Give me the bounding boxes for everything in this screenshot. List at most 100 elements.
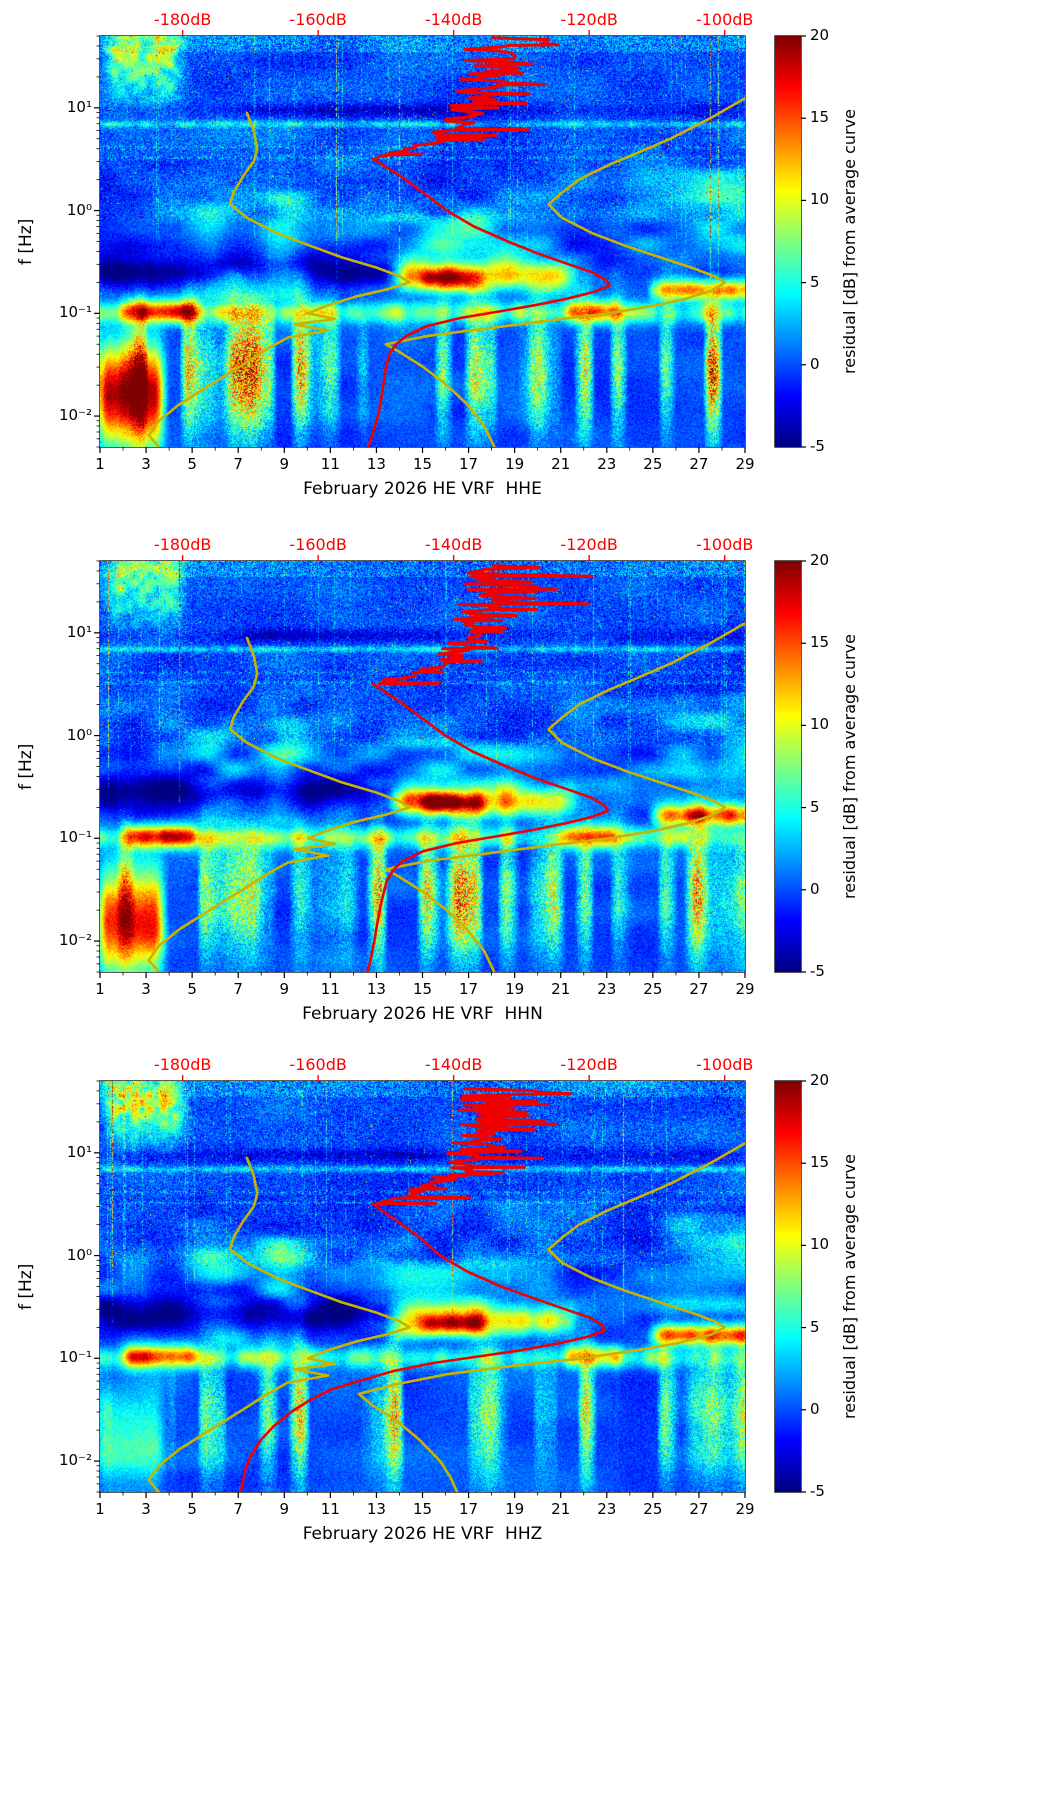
x-tick-label: 21: [551, 1500, 571, 1518]
y-axis-label: f [Hz]: [16, 1263, 36, 1310]
x-tick-label: 17: [459, 1500, 479, 1518]
y-tick-label: 10⁰: [66, 725, 92, 744]
colorbar-tick-label: 15: [810, 108, 830, 127]
colorbar: [775, 1081, 801, 1492]
colorbar-tick-label: 5: [810, 797, 820, 816]
x-tick-label: 9: [279, 1500, 290, 1518]
x-tick-label: 3: [141, 455, 151, 473]
y-tick-label: 10⁻¹: [58, 828, 92, 847]
average-psd-curve-high-freq: [376, 36, 560, 161]
spectrogram-canvas-hhz: [100, 1081, 745, 1492]
x-tick-label: 25: [643, 980, 663, 998]
x-tick-label: 19: [505, 980, 525, 998]
x-tick-label: 15: [412, 980, 433, 998]
top-db-tick-label: -120dB: [560, 535, 618, 554]
average-psd-curve: [366, 157, 611, 447]
colorbar-tick-label: 10: [810, 715, 830, 734]
colorbar-tick-label: 20: [810, 26, 830, 44]
y-tick-label: 10⁰: [66, 200, 92, 219]
y-tick-label: 10¹: [66, 622, 92, 641]
colorbar: [775, 561, 801, 972]
x-tick-label: 13: [366, 1500, 386, 1518]
x-tick-label: 27: [689, 455, 709, 473]
average-psd-curve-high-freq: [374, 1087, 573, 1206]
top-db-tick-label: -100dB: [695, 10, 754, 29]
top-db-tick-label: -180dB: [153, 10, 212, 29]
y-tick-label: 10⁻²: [58, 931, 92, 950]
x-tick-label: 5: [187, 455, 197, 473]
colorbar-label: residual [dB] from average curve: [840, 1154, 859, 1419]
x-tick-label: 5: [187, 980, 197, 998]
colorbar-tick-label: 20: [810, 1071, 830, 1089]
x-tick-label: 13: [366, 455, 386, 473]
colorbar-tick-label: 5: [810, 272, 820, 291]
x-tick-label: 19: [505, 1500, 525, 1518]
curves-overlay: [147, 564, 745, 972]
x-tick-label: 23: [597, 1500, 617, 1518]
x-tick-label: 3: [141, 980, 151, 998]
x-axis-label: February 2026 HE VRF HHZ: [302, 1524, 543, 1544]
colorbar-tick-label: -5: [810, 1482, 825, 1500]
colorbar-tick-label: 10: [810, 1235, 830, 1254]
x-tick-label: 27: [689, 1500, 709, 1518]
x-tick-label: 5: [187, 1500, 197, 1518]
x-tick-label: 1: [95, 455, 105, 473]
colorbar-tick-label: 0: [810, 879, 820, 898]
curves-overlay: [147, 36, 745, 447]
x-tick-label: 29: [735, 455, 755, 473]
y-tick-label: 10¹: [66, 1142, 92, 1161]
colorbar-tick-label: -5: [810, 437, 825, 455]
top-db-tick-label: -180dB: [153, 535, 212, 554]
x-tick-label: 21: [551, 455, 571, 473]
top-db-tick-label: -120dB: [560, 10, 618, 29]
noise-model-high-curve: [384, 621, 745, 972]
x-tick-label: 15: [412, 455, 433, 473]
top-db-tick-label: -160dB: [289, 535, 347, 554]
spectrogram-canvas-hhn: [100, 561, 745, 972]
x-tick-label: 27: [689, 980, 709, 998]
x-tick-label: 23: [597, 455, 617, 473]
colorbar-tick-label: 0: [810, 1399, 820, 1418]
x-tick-label: 29: [735, 980, 755, 998]
top-db-tick-label: -140dB: [424, 10, 483, 29]
noise-model-low-curve: [147, 1156, 411, 1492]
noise-model-high-curve: [357, 1141, 745, 1492]
colorbar-tick-label: 0: [810, 354, 820, 373]
x-tick-label: 1: [95, 1500, 105, 1518]
top-db-tick-label: -100dB: [695, 1055, 754, 1074]
colorbar-tick-label: 15: [810, 633, 830, 652]
x-tick-label: 15: [412, 1500, 433, 1518]
x-tick-label: 25: [643, 455, 663, 473]
spectrogram-canvas-hhe: [100, 36, 745, 447]
y-tick-label: 10⁻²: [58, 1451, 92, 1470]
x-tick-label: 9: [279, 980, 290, 998]
y-tick-label: 10¹: [66, 97, 92, 116]
average-psd-curve-high-freq: [377, 564, 594, 686]
x-tick-label: 7: [233, 980, 243, 998]
noise-model-high-curve: [384, 96, 745, 447]
y-tick-label: 10⁻¹: [58, 303, 92, 322]
x-tick-label: 7: [233, 1500, 243, 1518]
curves-overlay: [147, 1087, 745, 1492]
x-tick-label: 25: [643, 1500, 663, 1518]
colorbar-tick-label: 5: [810, 1317, 820, 1336]
top-db-tick-label: -160dB: [289, 10, 347, 29]
x-axis-label: February 2026 HE VRF HHN: [302, 1004, 543, 1024]
x-tick-label: 13: [366, 980, 386, 998]
noise-model-low-curve: [147, 111, 411, 447]
top-db-tick-label: -120dB: [560, 1055, 618, 1074]
colorbar-tick-label: 10: [810, 190, 830, 209]
x-tick-label: 7: [233, 455, 243, 473]
colorbar-tick-label: -5: [810, 962, 825, 980]
x-tick-label: 23: [597, 980, 617, 998]
y-tick-label: 10⁻¹: [58, 1348, 92, 1367]
top-db-tick-label: -140dB: [424, 1055, 483, 1074]
x-tick-label: 21: [551, 980, 571, 998]
x-tick-label: 9: [279, 455, 290, 473]
x-tick-label: 17: [459, 980, 479, 998]
y-tick-label: 10⁰: [66, 1245, 92, 1264]
x-tick-label: 1: [95, 980, 105, 998]
